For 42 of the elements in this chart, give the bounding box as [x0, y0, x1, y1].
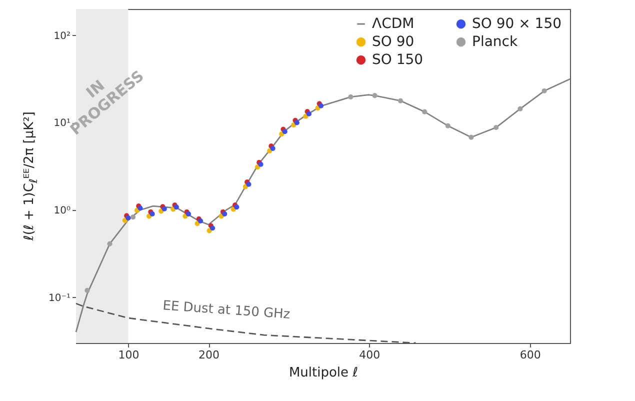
point [445, 123, 450, 128]
point [348, 94, 354, 100]
legend-label: Planck [472, 34, 518, 50]
point [270, 146, 276, 151]
x-tick-label: 100 [118, 348, 140, 362]
x-tick-label: 200 [198, 348, 220, 362]
x-axis-title: Multipole ℓ [288, 366, 358, 380]
point [282, 129, 288, 134]
point [150, 211, 155, 217]
point [294, 120, 300, 126]
point [422, 109, 428, 114]
legend-label: SO 90 [372, 34, 414, 50]
y-tick-label: 10² [54, 30, 70, 42]
y-tick-label: 10¹ [54, 118, 70, 130]
point [279, 132, 284, 137]
point [126, 215, 131, 221]
x-tick-label: 400 [359, 348, 380, 362]
y-tick-label: 10⁰ [54, 205, 70, 216]
point [222, 211, 228, 217]
point [130, 214, 136, 220]
point [107, 241, 112, 246]
point [398, 98, 404, 104]
point [542, 88, 547, 94]
legend-label: SO 90 × 150 [472, 16, 562, 32]
point [186, 211, 192, 217]
point [174, 204, 179, 210]
point [194, 220, 200, 226]
point [84, 288, 90, 293]
point [372, 93, 378, 98]
legend-label: SO 150 [372, 52, 424, 68]
point [468, 134, 474, 140]
x-tick-label: 600 [520, 348, 541, 362]
point [494, 124, 499, 130]
legend-label: ΛCDM [372, 16, 414, 32]
point [518, 106, 523, 112]
annotation: EE Dust at 150 GHz [162, 298, 291, 322]
point [254, 164, 260, 170]
point [246, 182, 252, 187]
point [210, 226, 216, 231]
y-tick-label: 10⁻¹ [48, 292, 70, 304]
point [234, 204, 240, 210]
point [138, 206, 143, 211]
